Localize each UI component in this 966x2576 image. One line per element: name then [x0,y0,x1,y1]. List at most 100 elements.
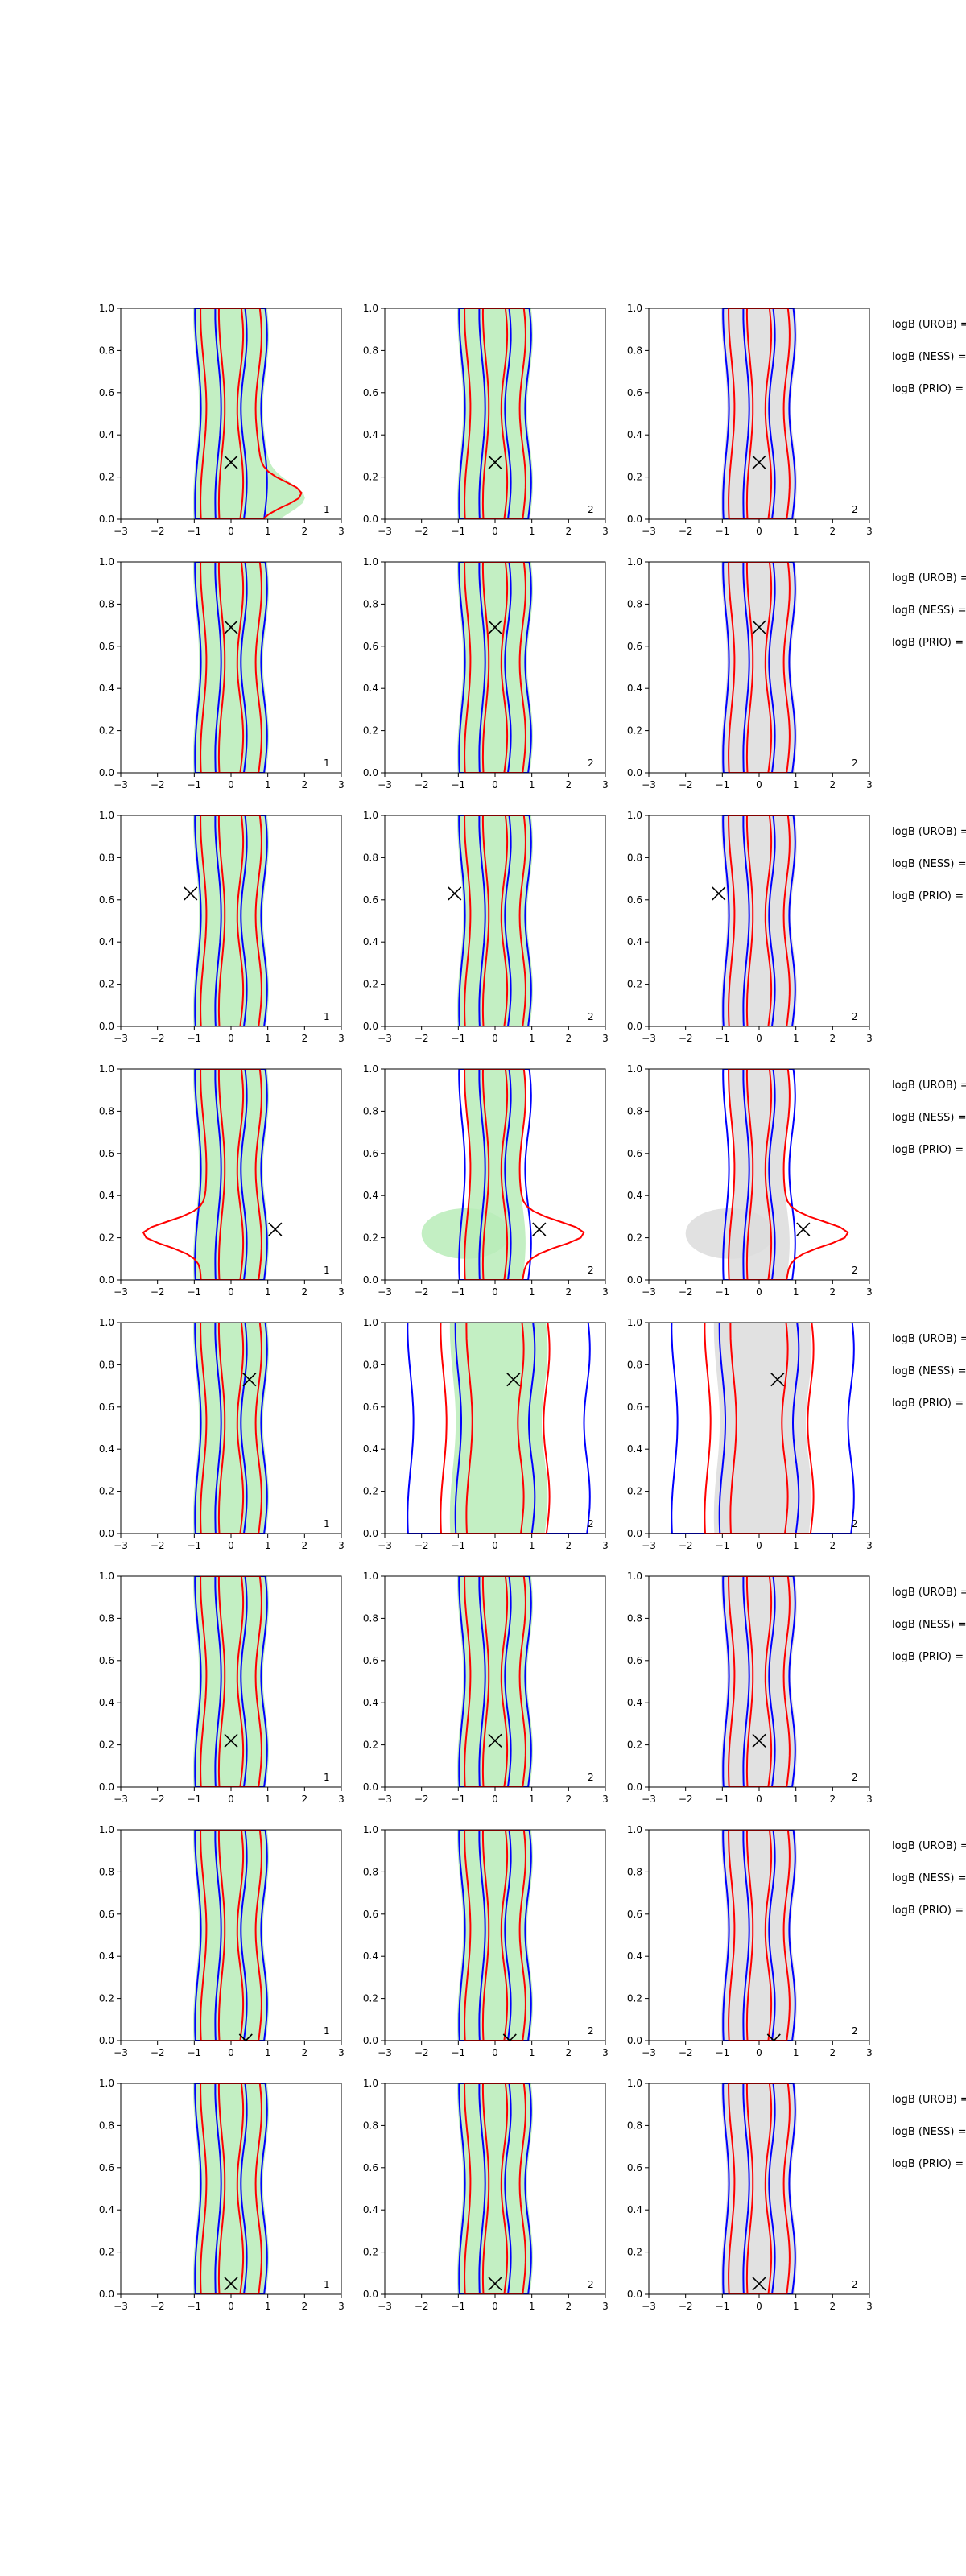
density-fill [449,1323,548,1534]
x-tick-label: 1 [529,2047,535,2058]
x-tick-label: 0 [228,779,234,791]
blue-contour [742,815,776,1026]
density-fill [457,1576,533,1787]
y-tick-label: 0.0 [627,767,642,778]
x-tick-label: −3 [378,1794,392,1805]
red-contour [217,562,245,773]
y-tick-label: 0.8 [99,598,114,609]
x-tick-label: −3 [378,779,392,791]
x-marker [224,620,238,634]
y-tick-label: 0.8 [99,2120,114,2131]
y-tick-label: 0.8 [627,598,642,609]
x-marker [224,455,238,469]
y-tick-label: 0.4 [627,429,642,440]
x-tick-label: −1 [187,1033,201,1044]
y-tick-label: 0.8 [627,345,642,356]
x-tick-label: −2 [679,1794,693,1805]
density-fill [713,1323,812,1534]
x-tick-label: −1 [187,1286,201,1298]
logb-label: logB (PRIO) = [892,1905,964,1917]
y-tick-label: 0.2 [627,1486,642,1497]
logb-label: logB (UROB) = [892,319,966,331]
y-tick-label: 0.0 [627,1274,642,1286]
blue-contour [722,308,796,519]
density-fill [457,815,533,1026]
y-tick-label: 0.4 [99,1697,114,1708]
red-contour [728,562,791,773]
blue-contour [454,1323,536,1534]
red-contour [728,308,791,519]
y-tick-label: 0.2 [99,1740,114,1751]
y-tick-label: 0.2 [627,2247,642,2258]
x-tick-label: −1 [187,1794,201,1805]
x-tick-label: 2 [302,1286,308,1298]
y-tick-label: 0.0 [363,1274,378,1286]
blue-contour [194,1069,268,1280]
y-tick-label: 1.0 [99,810,114,821]
corner-label: 2 [588,2279,594,2290]
y-tick-label: 0.2 [363,1993,378,2004]
x-marker [502,2033,517,2041]
blue-contour [458,1576,532,1787]
x-tick-label: −3 [642,1033,656,1044]
blue-contour [478,815,512,1026]
x-tick-label: −1 [715,2301,729,2312]
panel-r1-c1: −3 −2 −1 0 1 2 3 0.0 0.2 0.4 0.6 0.8 1.0 1 [99,303,345,537]
x-tick-label: −2 [679,779,693,791]
red-contour [481,308,509,519]
x-tick-label: −1 [451,1286,465,1298]
red-contour [481,1830,509,2041]
y-tick-label: 0.4 [363,683,378,694]
blue-contour [458,562,532,773]
x-tick-label: 2 [830,779,836,791]
x-tick-label: 0 [756,2301,762,2312]
x-marker [488,620,502,634]
red-contour [745,2083,773,2294]
blue-contour [407,1323,591,1534]
x-marker [268,1222,283,1236]
corner-label: 2 [852,1772,858,1783]
y-tick-label: 0.0 [363,1528,378,1539]
y-tick-label: 0.4 [99,683,114,694]
logb-label: logB (NESS) = [892,1112,966,1124]
red-contour [142,1069,262,1280]
x-tick-label: 1 [529,779,535,791]
x-tick-label: 0 [756,526,762,537]
blue-contour [478,1576,512,1787]
panel-r2-c3: −3 −2 −1 0 1 2 30.00.20.40.60.81.02 [627,556,873,791]
y-tick-label: 0.4 [363,936,378,947]
x-tick-label: −3 [642,2047,656,2058]
x-tick-label: 2 [302,1033,308,1044]
panel-r7-c1: −3 −2 −1 0 1 2 3 0.0 0.2 0.4 0.6 0.8 1.0 1 [99,1824,345,2058]
red-contour [217,308,245,519]
red-contour [465,1323,525,1534]
red-contour [745,1069,773,1280]
y-tick-label: 0.6 [99,1655,114,1666]
x-tick-label: −1 [451,2047,465,2058]
y-tick-label: 1.0 [627,303,642,314]
x-tick-label: 0 [756,1540,762,1551]
y-tick-label: 0.0 [99,2289,114,2300]
x-tick-label: 2 [830,526,836,537]
red-contour [200,308,303,519]
panel-r5-c2: −3 −2 −1 0 1 2 30.00.20.40.60.81.02 [363,1317,609,1551]
panel-r6-c2: −3 −2 −1 0 1 2 30.00.20.40.60.81.02 [363,1571,609,1805]
x-tick-label: 1 [529,2301,535,2312]
y-tick-label: 0.0 [627,2289,642,2300]
red-contour [729,1323,789,1534]
x-tick-label: 2 [566,2301,572,2312]
x-marker [224,1733,238,1748]
y-tick-label: 1.0 [363,1317,378,1328]
x-marker [224,2277,238,2291]
x-tick-label: −2 [415,526,429,537]
y-tick-label: 0.2 [363,1740,378,1751]
x-tick-label: 1 [265,1286,271,1298]
x-tick-label: −2 [415,779,429,791]
red-contour [464,815,526,1026]
x-tick-label: 0 [492,2047,498,2058]
x-tick-label: 3 [602,1794,609,1805]
y-tick-label: 0.2 [99,979,114,990]
x-tick-label: −1 [451,1794,465,1805]
y-tick-label: 0.0 [363,2289,378,2300]
red-contour [464,308,526,519]
